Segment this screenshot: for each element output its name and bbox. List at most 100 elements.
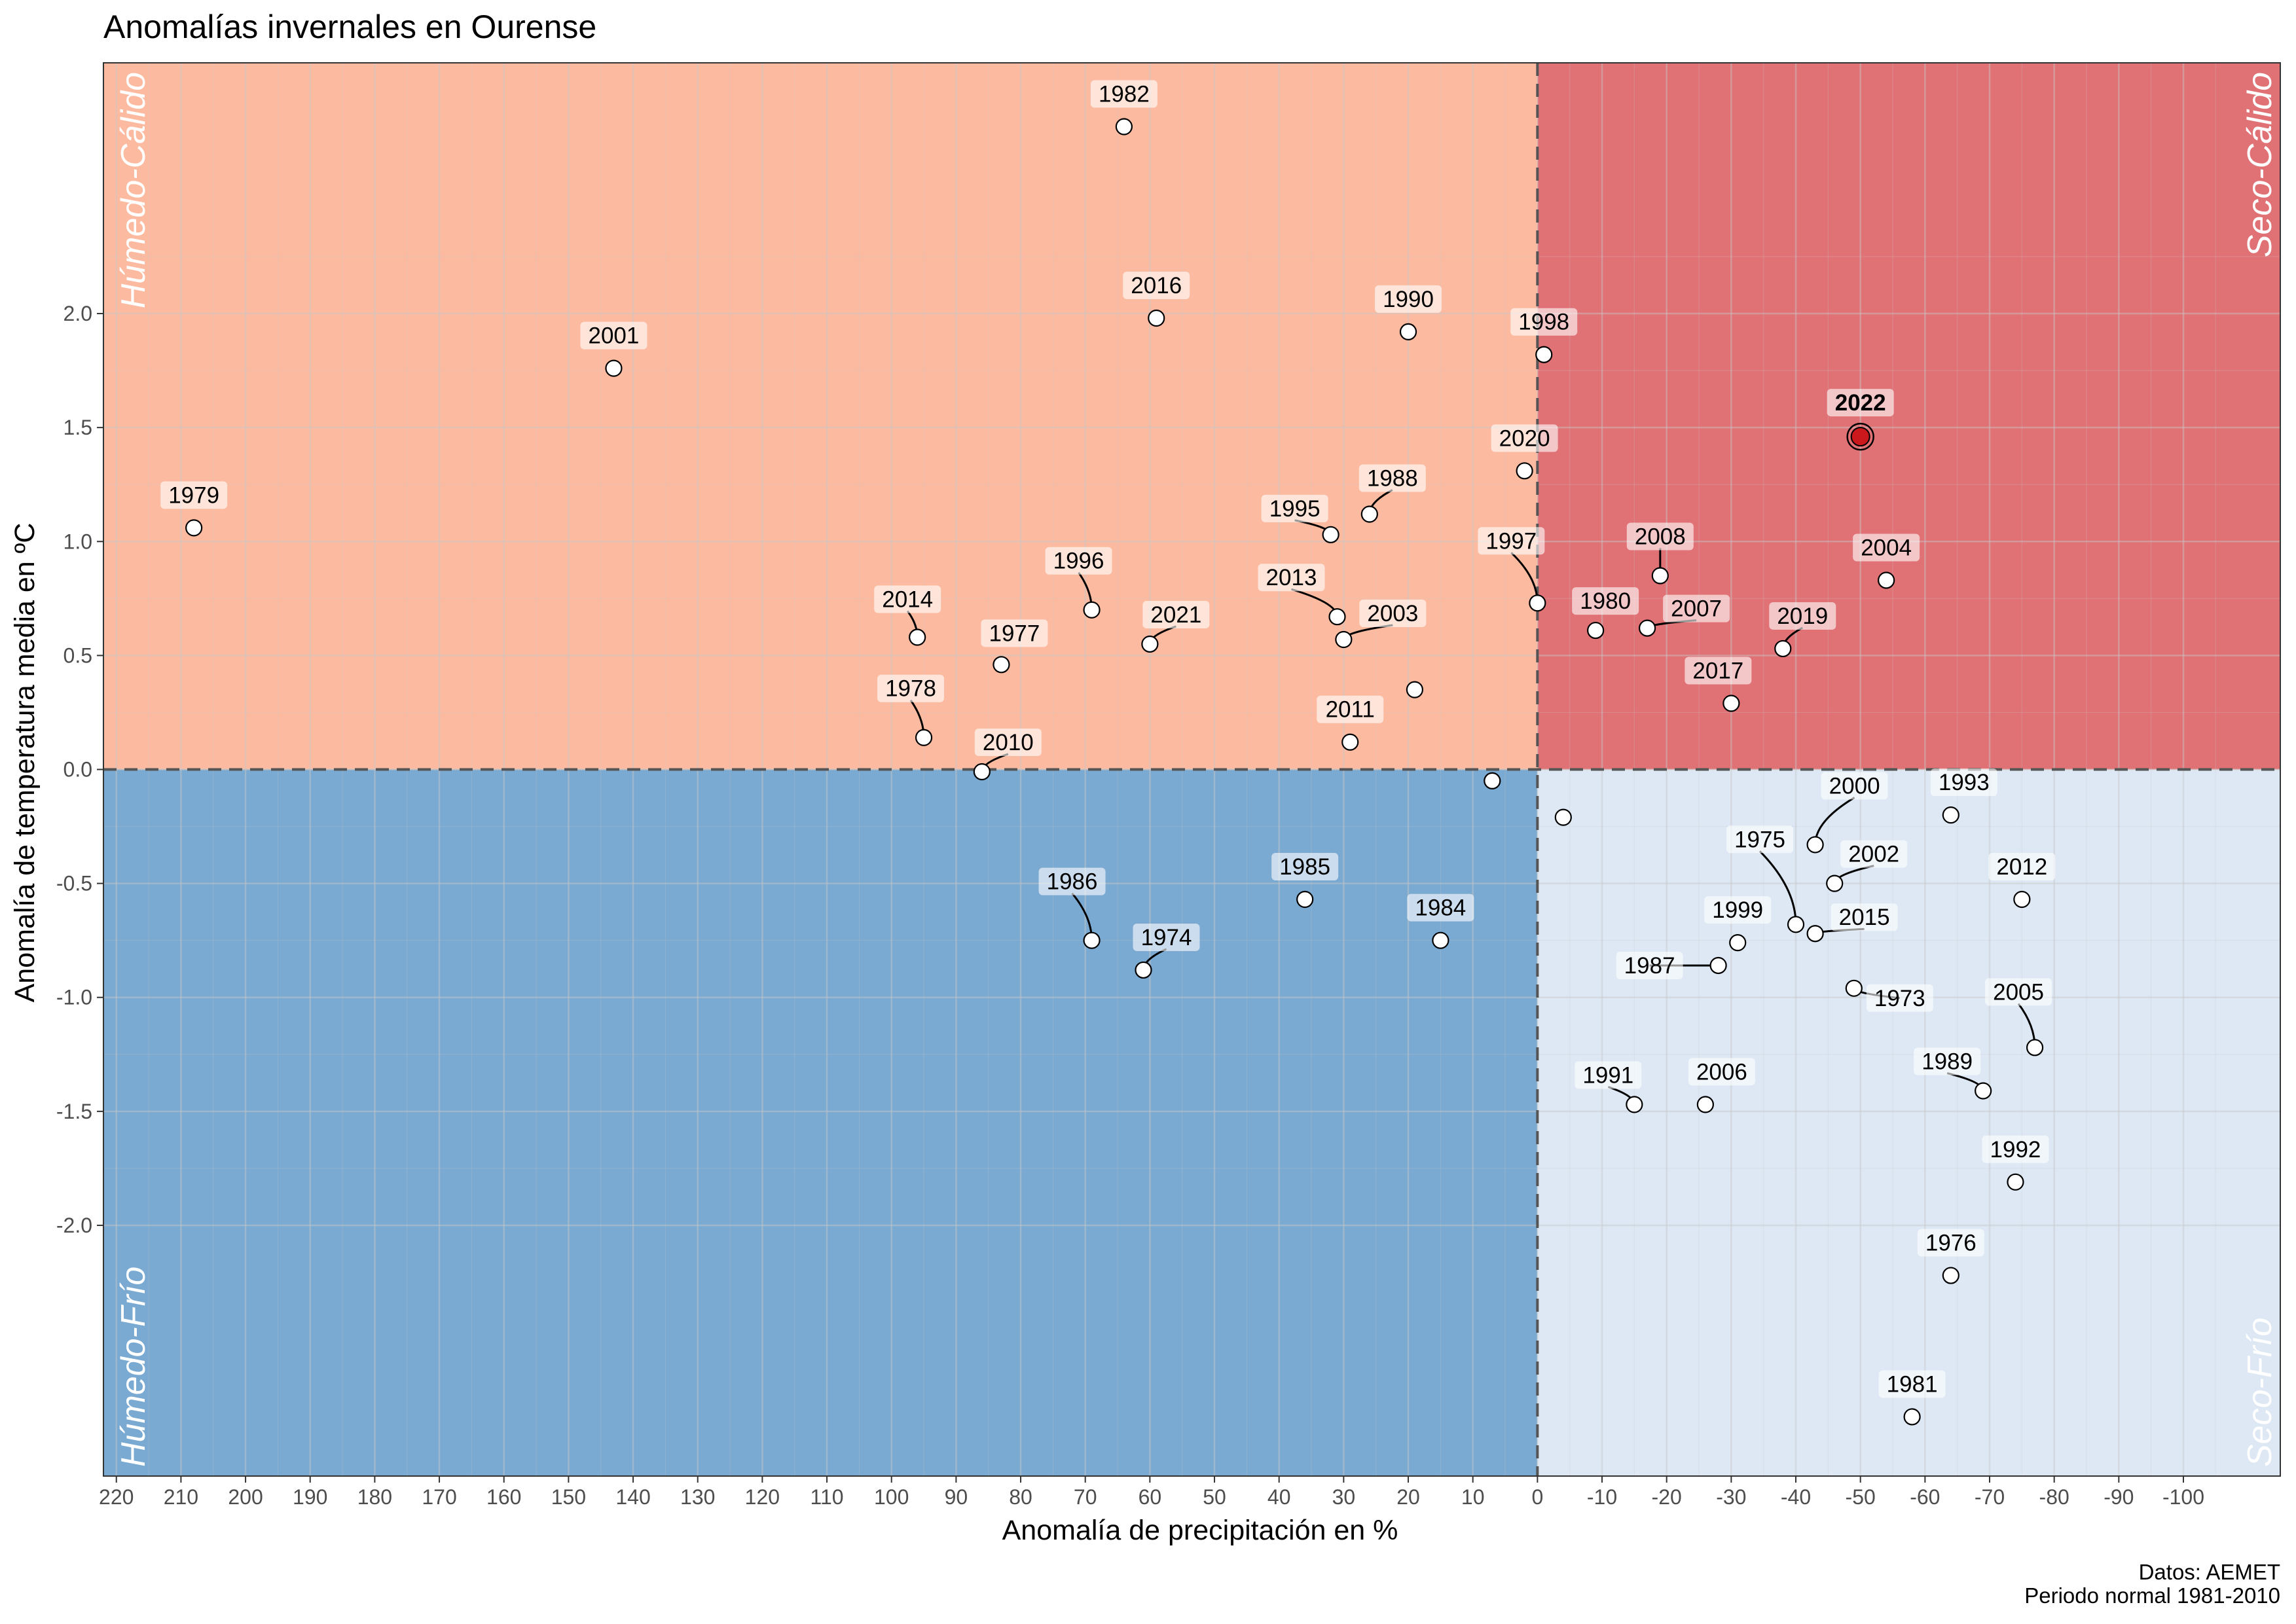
label-box-2014 — [874, 585, 941, 613]
point-2004 — [1878, 571, 1895, 589]
label-box-2022 — [1827, 389, 1894, 417]
label-box-2000 — [1821, 772, 1888, 800]
point-1986 — [1083, 931, 1101, 949]
point-unlabeled — [1406, 681, 1423, 698]
point-2008 — [1651, 567, 1669, 585]
x-tick-label: -70 — [1975, 1485, 2005, 1509]
point-1990 — [1399, 323, 1417, 341]
point-2007 — [1638, 619, 1656, 637]
label-box-1991 — [1575, 1061, 1642, 1089]
point-1988 — [1360, 505, 1378, 523]
y-axis-title: Anomalía de temperatura media en ºC — [9, 523, 41, 1003]
point-2002 — [1826, 875, 1844, 892]
point-1979 — [185, 519, 203, 537]
label-box-2002 — [1840, 840, 1908, 868]
point-2012 — [2013, 890, 2031, 909]
x-tick-label: -40 — [1781, 1485, 1811, 1509]
chart-title: Anomalías invernales en Ourense — [103, 9, 596, 45]
label-1990: 1990 — [1383, 287, 1434, 312]
label-2017: 2017 — [1692, 659, 1743, 684]
label-1975: 1975 — [1734, 827, 1785, 852]
x-tick-label: 80 — [1009, 1485, 1032, 1509]
quadrant-fill-3 — [1537, 769, 2280, 1476]
label-box-1981 — [1878, 1370, 1946, 1398]
x-tick-label: -80 — [2039, 1485, 2069, 1509]
y-tick-label: 0.5 — [64, 643, 92, 667]
label-box-2016 — [1123, 272, 1190, 300]
label-box-1998 — [1510, 308, 1578, 336]
label-2004: 2004 — [1861, 535, 1912, 560]
point-2003 — [1335, 630, 1353, 649]
x-tick-label: -20 — [1652, 1485, 1682, 1509]
label-2015: 2015 — [1839, 905, 1890, 930]
point-1987 — [1709, 956, 1727, 975]
point-2019 — [1774, 640, 1792, 658]
label-box-2019 — [1769, 602, 1836, 630]
label-box-2007 — [1663, 594, 1730, 623]
label-box-2006 — [1688, 1058, 1755, 1086]
caption-line-0: Datos: AEMET — [2139, 1560, 2280, 1584]
quadrant-fill-1 — [1537, 63, 2280, 770]
point-labels: 1982 2016 1990 2001 1998 2022 1979 2020 1988 1995… — [160, 80, 2056, 1398]
quadrant-label-1: Seco-Cálido — [2241, 72, 2279, 257]
point-2017 — [1722, 695, 1740, 712]
label-box-1974 — [1133, 923, 1200, 951]
label-1998: 1998 — [1518, 310, 1569, 335]
x-tick-label: 20 — [1396, 1485, 1420, 1509]
point-1989 — [1975, 1082, 1992, 1100]
label-1997: 1997 — [1485, 528, 1537, 554]
x-tick-label: 30 — [1332, 1485, 1356, 1509]
points-layer — [185, 118, 2044, 1426]
x-tick-label: 120 — [745, 1485, 780, 1509]
label-box-1985 — [1271, 852, 1339, 880]
x-tick-label: 150 — [551, 1485, 586, 1509]
point-2001 — [605, 359, 623, 377]
label-box-1975 — [1726, 825, 1794, 854]
point-1995 — [1322, 526, 1339, 543]
label-box-2003 — [1359, 600, 1427, 628]
label-2011: 2011 — [1326, 697, 1375, 723]
point-1977 — [993, 656, 1010, 674]
label-2022: 2022 — [1835, 390, 1886, 416]
label-box-1982 — [1090, 80, 1157, 108]
x-axis: 220 210 200 190 180 170 160 150 140 130 120 110 100 9… — [99, 1476, 2204, 1509]
label-box-2001 — [580, 321, 647, 350]
label-2019: 2019 — [1777, 604, 1828, 629]
point-1996 — [1083, 601, 1101, 619]
y-tick-label: 0.0 — [64, 758, 92, 782]
y-axis: 2.0 1.5 1.0 0.5 0.0 -0.5 -1.0 -1.5 -2.0 — [56, 302, 103, 1237]
x-tick-label: 170 — [422, 1485, 456, 1509]
x-tick-label: -100 — [2162, 1485, 2204, 1509]
label-1989: 1989 — [1922, 1049, 1973, 1074]
point-1991 — [1626, 1096, 1643, 1113]
x-tick-label: 220 — [99, 1485, 134, 1509]
label-2014: 2014 — [882, 587, 933, 613]
label-2008: 2008 — [1635, 524, 1686, 550]
label-2006: 2006 — [1696, 1059, 1747, 1085]
x-tick-label: 200 — [228, 1485, 263, 1509]
label-box-1990 — [1375, 285, 1442, 313]
label-1976: 1976 — [1925, 1231, 1977, 1256]
point-unlabeled — [1484, 772, 1501, 790]
quadrant-labels: Húmedo-Cálido Seco-Cálido Húmedo-Frío Seco-… — [115, 72, 2279, 1467]
label-1984: 1984 — [1415, 895, 1466, 921]
label-2012: 2012 — [1996, 854, 2047, 880]
label-box-2008 — [1626, 522, 1694, 550]
label-1999: 1999 — [1712, 897, 1763, 923]
point-1975 — [1787, 916, 1805, 933]
label-1977: 1977 — [989, 621, 1040, 646]
point-2015 — [1806, 925, 1824, 943]
point-2000 — [1806, 836, 1824, 854]
label-2005: 2005 — [1993, 979, 2044, 1005]
y-tick-label: 2.0 — [64, 302, 92, 325]
point-1993 — [1942, 806, 1959, 824]
label-box-1976 — [1917, 1229, 1984, 1257]
point-1997 — [1529, 594, 1546, 612]
point-2014 — [909, 628, 926, 646]
label-1987: 1987 — [1624, 953, 1675, 979]
x-tick-label: 130 — [680, 1485, 715, 1509]
point-1984 — [1432, 931, 1449, 949]
label-box-1988 — [1358, 464, 1426, 492]
label-box-2012 — [1988, 852, 2056, 880]
